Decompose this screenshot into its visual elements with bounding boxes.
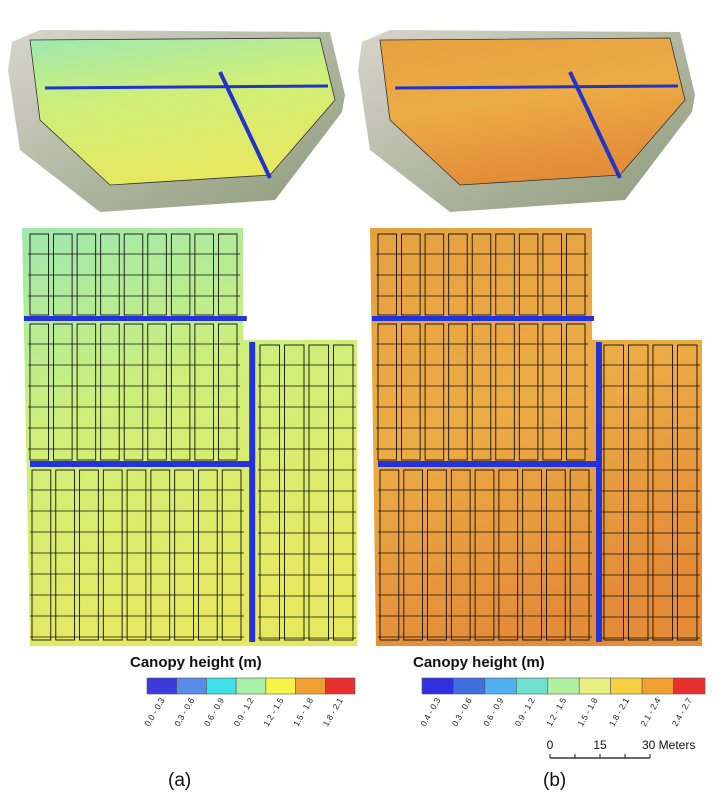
legend-swatch	[453, 678, 484, 694]
legend-swatch	[325, 678, 355, 694]
legend-swatch	[579, 678, 610, 694]
legend-label: 1.8 - 2.1	[321, 696, 345, 728]
road	[249, 342, 255, 642]
legend-swatch	[674, 678, 705, 694]
legend-swatch	[206, 678, 236, 694]
canopy-map-a	[22, 228, 357, 646]
legend-swatch	[266, 678, 296, 694]
legend-swatch	[485, 678, 516, 694]
legend-swatch	[642, 678, 673, 694]
legend-label: 2.4 - 2.7	[670, 696, 694, 728]
legend-label: 1.5 - 1.8	[291, 696, 315, 728]
legend-swatch	[611, 678, 642, 694]
legend-label: 0.3 - 0.6	[172, 696, 196, 728]
canopy-map-b	[370, 228, 702, 646]
legend-swatch	[422, 678, 453, 694]
figure: Canopy height (m) Canopy height (m) (a) …	[0, 0, 714, 796]
panel-label: (a)	[168, 770, 191, 791]
legend-swatch	[236, 678, 266, 694]
legend-label: 1.8 - 2.1	[607, 696, 631, 728]
legend-label: 1.5 - 1.8	[575, 696, 599, 728]
legend-swatch	[296, 678, 326, 694]
scale-label: 0	[547, 738, 554, 752]
road	[30, 461, 250, 467]
legend-label: 0.6 - 0.9	[481, 696, 505, 728]
legend-swatch	[147, 678, 177, 694]
legend-title: Canopy height (m)	[413, 654, 545, 671]
legend-label: 0.3 - 0.6	[450, 696, 474, 728]
oblique-view-a	[8, 30, 345, 212]
legend-label: 0.0 - 0.3	[142, 696, 166, 728]
legend-label: 0.9 - 1.2	[231, 696, 255, 728]
panel-label: (b)	[543, 770, 566, 791]
oblique-view-b	[358, 30, 695, 212]
road	[24, 316, 247, 321]
legend-label: 2.1 - 2.4	[638, 696, 662, 728]
road	[372, 316, 594, 321]
legend-swatch	[516, 678, 547, 694]
scale-label: 15	[593, 738, 607, 752]
scale-label: 30 Meters	[642, 738, 695, 752]
road	[378, 461, 598, 467]
legend-swatch	[548, 678, 579, 694]
legend-label: 0.6 - 0.9	[202, 696, 226, 728]
legend-title: Canopy height (m)	[130, 654, 262, 671]
legend-swatch	[177, 678, 207, 694]
legend-label: 1.2 - 1.5	[261, 696, 285, 728]
road	[596, 342, 602, 642]
legend-label: 1.2 - 1.5	[544, 696, 568, 728]
legend-label: 0.4 - 0.3	[418, 696, 442, 728]
legend-label: 0.9 - 1.2	[513, 696, 537, 728]
